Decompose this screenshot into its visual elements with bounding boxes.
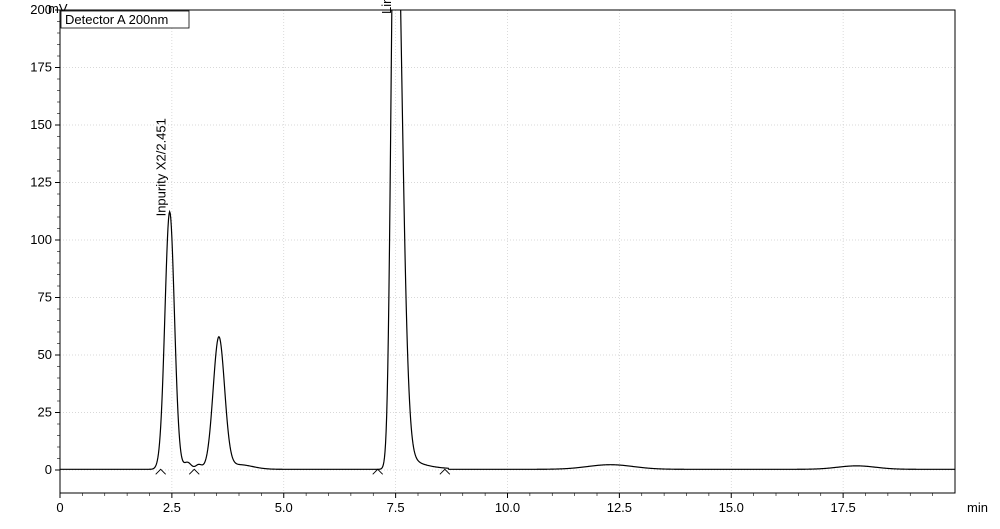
svg-text:Linezolid X3/7.482: Linezolid X3/7.482 — [379, 0, 394, 14]
svg-text:2.5: 2.5 — [163, 500, 181, 515]
svg-text:125: 125 — [30, 175, 52, 190]
svg-text:min: min — [967, 500, 988, 515]
svg-text:10.0: 10.0 — [495, 500, 520, 515]
svg-text:Inpurity X2/2.451: Inpurity X2/2.451 — [154, 118, 169, 216]
svg-text:175: 175 — [30, 60, 52, 75]
svg-text:12.5: 12.5 — [607, 500, 632, 515]
chromatogram-chart: 0 2.5 5.0 7.5 10.0 12.5 15.0 17.5 min 0 25 50 75 100 1… — [0, 0, 1000, 529]
svg-text:150: 150 — [30, 117, 52, 132]
svg-text:50: 50 — [38, 347, 52, 362]
svg-text:15.0: 15.0 — [719, 500, 744, 515]
svg-text:25: 25 — [38, 405, 52, 420]
svg-text:5.0: 5.0 — [275, 500, 293, 515]
svg-text:0: 0 — [45, 462, 52, 477]
svg-text:75: 75 — [38, 290, 52, 305]
svg-text:0: 0 — [56, 500, 63, 515]
svg-text:7.5: 7.5 — [387, 500, 405, 515]
svg-text:100: 100 — [30, 232, 52, 247]
chart-svg: 0 2.5 5.0 7.5 10.0 12.5 15.0 17.5 min 0 25 50 75 100 1… — [0, 0, 1000, 529]
svg-text:Detector A 200nm: Detector A 200nm — [65, 12, 168, 27]
svg-text:17.5: 17.5 — [830, 500, 855, 515]
